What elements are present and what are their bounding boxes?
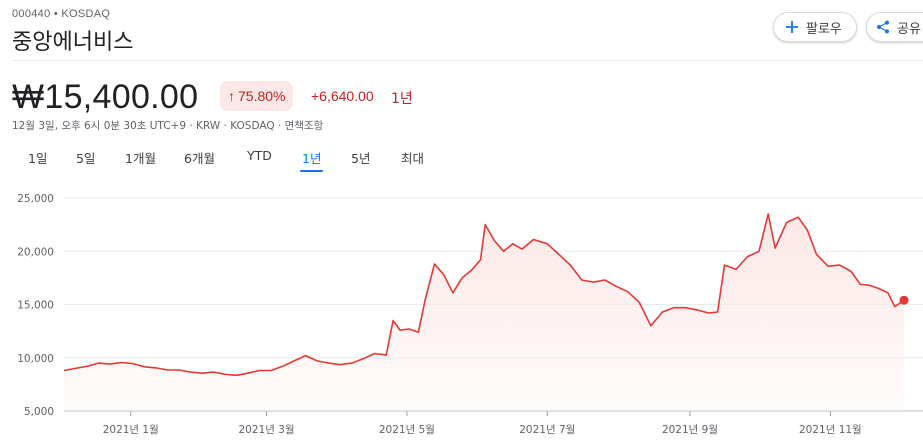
plus-icon — [784, 19, 800, 35]
x-tick-label: 2021년 9월 — [662, 424, 718, 436]
x-tick-label: 2021년 3월 — [238, 424, 294, 436]
x-tick-label: 2021년 7월 — [519, 424, 575, 436]
x-tick-label: 2021년 11월 — [799, 424, 862, 436]
price-chart[interactable]: 25,000 20,000 15,000 10,000 5,000 2021년 1월 202… — [0, 180, 923, 440]
quote-meta: 12월 3일, 오후 6시 0분 30초 UTC+9 · KRW · KOSDA… — [12, 120, 324, 132]
follow-button-label: 팔로우 — [806, 21, 842, 37]
y-tick-label: 15,000 — [17, 300, 54, 312]
y-tick-label: 20,000 — [17, 246, 54, 258]
follow-button[interactable]: 팔로우 — [773, 12, 857, 42]
y-tick-label: 5,000 — [24, 406, 54, 418]
absolute-change: +6,640.00 — [311, 88, 374, 104]
current-price: ₩15,400.00 — [12, 78, 199, 116]
price-area-fill — [64, 214, 904, 411]
stock-name: 중앙에너비스 — [12, 30, 134, 55]
x-tick-label: 2021년 1월 — [103, 424, 159, 436]
change-period: 1년 — [391, 91, 413, 107]
ticker-symbol: 000440 • KOSDAQ — [12, 8, 111, 20]
price-line — [63, 213, 905, 377]
tab-1m[interactable]: 1개월 — [125, 151, 156, 166]
header-divider — [12, 60, 923, 61]
y-tick-label: 10,000 — [17, 353, 54, 365]
share-button-label: 공유 — [897, 21, 921, 37]
current-price-dot — [899, 295, 909, 305]
tab-ytd[interactable]: YTD — [247, 148, 272, 163]
tab-1d[interactable]: 1일 — [28, 151, 48, 166]
tab-1y[interactable]: 1년 — [299, 148, 324, 172]
share-button[interactable]: 공유 — [866, 12, 923, 42]
tab-max[interactable]: 최대 — [401, 151, 425, 166]
arrow-up-icon: ↑ — [228, 88, 235, 104]
percent-change-badge: ↑ 75.80% — [220, 81, 294, 111]
tab-5y[interactable]: 5년 — [351, 151, 371, 166]
x-tick-label: 2021년 5월 — [379, 424, 435, 436]
y-tick-label: 25,000 — [17, 193, 54, 205]
tab-6m[interactable]: 6개월 — [184, 151, 215, 166]
percent-change-value: 75.80% — [238, 88, 286, 104]
tab-5d[interactable]: 5일 — [76, 151, 96, 166]
share-icon — [875, 19, 891, 35]
